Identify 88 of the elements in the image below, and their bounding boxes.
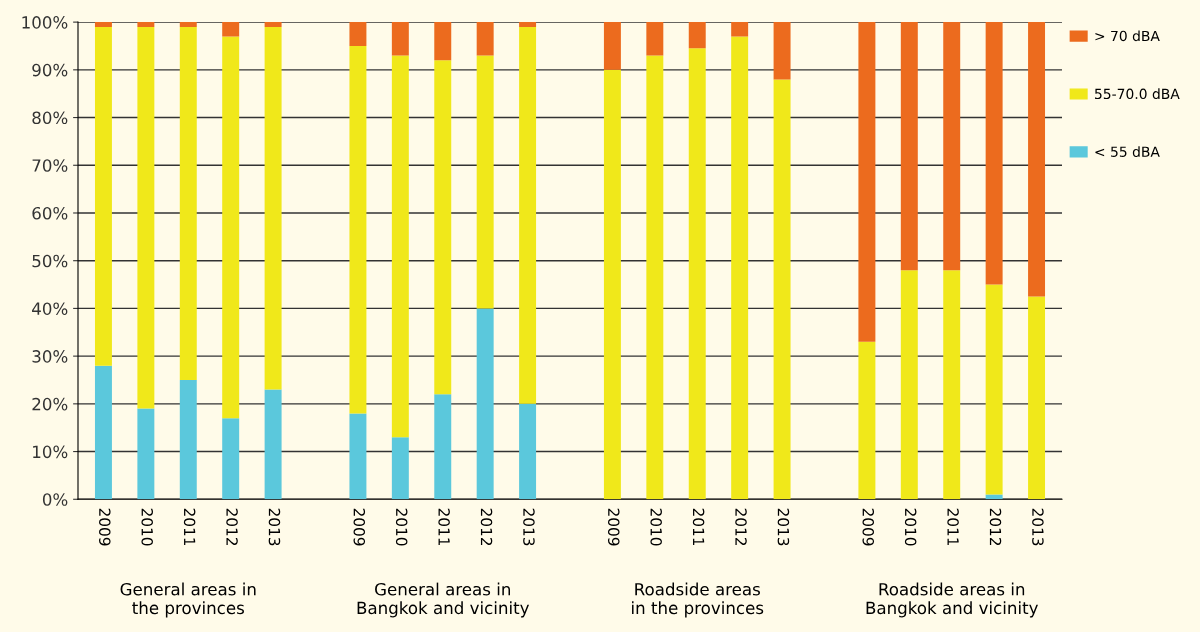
bar — [222, 418, 240, 500]
legend-label: > 70 dBA — [1095, 30, 1160, 42]
bar — [137, 26, 155, 409]
x-tick-label: 2009 — [862, 508, 875, 546]
bar — [688, 48, 706, 500]
bar — [137, 408, 155, 500]
bar — [943, 22, 961, 271]
bar — [603, 69, 621, 500]
x-tick-label: 2011 — [947, 508, 959, 546]
x-tick-label: 2013 — [268, 508, 281, 546]
text: Roadside areas in the provinces — [632, 582, 764, 618]
bar — [349, 22, 367, 46]
bar — [434, 60, 452, 395]
bar — [476, 55, 494, 309]
bar — [349, 45, 367, 414]
bar — [943, 270, 961, 500]
y-tick-label: 100% — [22, 16, 68, 29]
bar — [731, 36, 749, 500]
bar — [603, 22, 621, 70]
x-tick-label: 2013 — [777, 508, 790, 546]
x-tick-label: 2010 — [141, 508, 153, 546]
legend-label: 55-70.0 dBA — [1095, 88, 1180, 100]
x-tick-label: 2013 — [523, 508, 535, 546]
bar — [519, 26, 537, 404]
x-tick-label: 2009 — [99, 508, 111, 546]
text: General areas in the provinces — [120, 582, 256, 618]
bar — [731, 22, 749, 37]
y-tick-label: 10% — [33, 445, 68, 459]
bar — [434, 394, 452, 500]
bar — [264, 389, 282, 500]
bar — [264, 26, 282, 390]
x-tick-label: 2010 — [395, 508, 408, 546]
x-tick-label: 2013 — [1032, 508, 1044, 546]
x-tick-label: 2011 — [438, 508, 450, 546]
bar — [688, 22, 706, 49]
bar — [391, 22, 409, 56]
bar — [434, 22, 452, 61]
bar — [858, 341, 876, 500]
bar — [179, 26, 197, 380]
bar — [222, 36, 240, 419]
y-tick-label: 30% — [32, 350, 68, 363]
x-tick-label: 2011 — [183, 508, 196, 546]
bar — [900, 22, 918, 271]
y-tick-label: 60% — [32, 206, 68, 220]
y-tick-label: 50% — [32, 254, 68, 268]
bar — [519, 22, 537, 27]
bar — [391, 437, 409, 500]
bar — [476, 308, 494, 500]
x-tick-label: 2010 — [650, 508, 662, 546]
text: General areas in Bangkok and vicinity — [357, 582, 530, 618]
x-tick-label: 2009 — [353, 508, 366, 546]
bar — [94, 365, 112, 500]
y-tick-label: 40% — [32, 302, 68, 315]
legend-label: < 55 dBA — [1095, 146, 1160, 157]
bar — [519, 403, 537, 500]
bar — [900, 270, 918, 500]
x-tick-label: 2012 — [735, 508, 747, 545]
bar — [264, 22, 282, 27]
bar — [476, 22, 494, 56]
bar — [773, 22, 791, 80]
x-tick-label: 2011 — [692, 508, 705, 546]
y-tick-label: 0% — [42, 493, 68, 506]
y-tick-label: 20% — [32, 397, 68, 411]
bar — [222, 22, 240, 37]
bar — [1028, 22, 1046, 297]
bar — [179, 379, 197, 500]
x-tick-label: 2012 — [989, 508, 1002, 545]
bar — [179, 22, 197, 27]
x-tick-label: 2010 — [904, 508, 917, 546]
bar — [137, 22, 155, 27]
bar — [94, 22, 112, 27]
bar — [985, 22, 1003, 285]
bar — [985, 284, 1003, 495]
bar — [1028, 296, 1046, 500]
bar — [391, 55, 409, 438]
x-tick-label: 2012 — [226, 508, 238, 545]
bar — [773, 79, 791, 500]
y-tick-label: 70% — [32, 159, 68, 172]
y-tick-label: 90% — [32, 63, 68, 77]
bar — [94, 26, 112, 366]
bar — [646, 22, 664, 56]
x-tick-label: 2009 — [607, 508, 620, 546]
x-tick-label: 2012 — [480, 508, 493, 545]
y-tick-label: 80% — [32, 111, 68, 125]
bar — [349, 413, 367, 500]
bar — [858, 22, 876, 342]
bar — [646, 55, 664, 500]
text: Roadside areas in Bangkok and vicinity — [866, 582, 1038, 618]
